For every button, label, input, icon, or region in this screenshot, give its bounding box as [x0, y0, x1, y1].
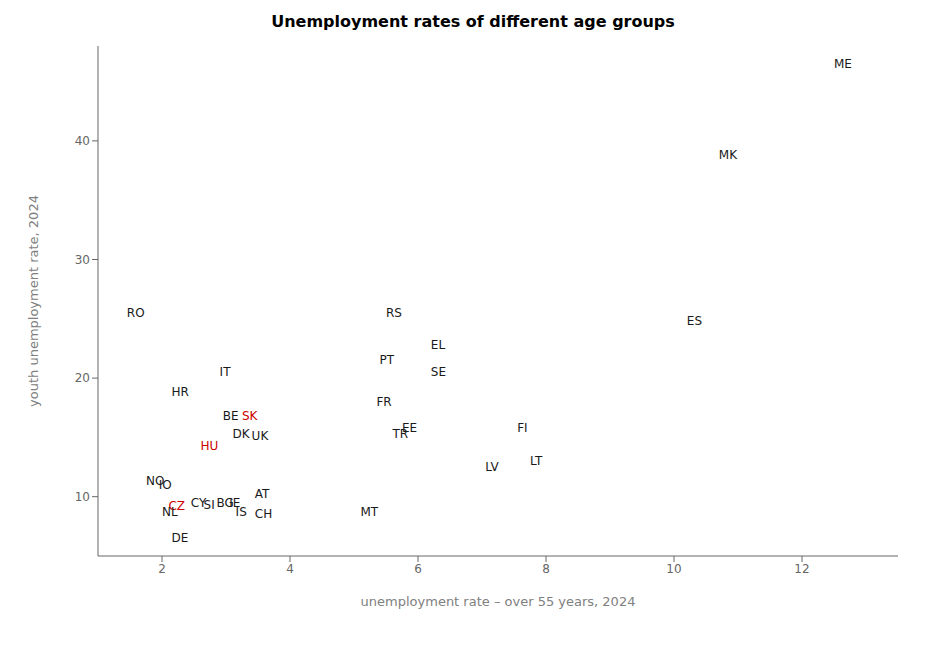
svg-text:IE: IE: [229, 495, 241, 510]
svg-text:10: 10: [666, 562, 681, 576]
svg-text:EE: EE: [402, 420, 418, 435]
svg-text:2: 2: [158, 562, 166, 576]
svg-text:unemployment rate – over 55 ye: unemployment rate – over 55 years, 2024: [361, 594, 636, 609]
svg-text:EL: EL: [431, 338, 446, 352]
svg-text:TR: TR: [391, 427, 408, 441]
svg-text:youth unemployment rate, 2024: youth unemployment rate, 2024: [26, 195, 41, 407]
svg-text:DK: DK: [232, 427, 250, 441]
svg-text:20: 20: [75, 371, 90, 385]
svg-text:SE: SE: [431, 365, 446, 379]
svg-text:ME: ME: [834, 57, 852, 71]
svg-text:PT: PT: [380, 353, 395, 367]
svg-text:IS: IS: [236, 505, 247, 519]
svg-text:UK: UK: [252, 429, 270, 443]
svg-text:BE: BE: [223, 409, 239, 423]
svg-text:FR: FR: [376, 395, 391, 409]
svg-text:BG: BG: [216, 495, 234, 510]
svg-text:CY: CY: [190, 495, 207, 510]
svg-text:SK: SK: [242, 409, 259, 423]
svg-text:IO: IO: [159, 478, 172, 492]
svg-text:IT: IT: [220, 365, 232, 379]
svg-text:HU: HU: [200, 439, 218, 453]
svg-text:CH: CH: [255, 507, 272, 521]
svg-text:NL: NL: [162, 505, 178, 519]
svg-text:NO: NO: [146, 474, 165, 489]
svg-text:LV: LV: [485, 460, 499, 474]
svg-text:MT: MT: [360, 505, 378, 519]
svg-text:4: 4: [286, 562, 294, 576]
svg-text:8: 8: [542, 562, 550, 576]
svg-text:HR: HR: [172, 385, 189, 399]
svg-text:MK: MK: [719, 148, 738, 162]
svg-text:40: 40: [75, 134, 90, 148]
svg-text:12: 12: [794, 562, 809, 576]
svg-text:DE: DE: [172, 531, 189, 545]
svg-text:AT: AT: [255, 487, 270, 501]
svg-text:6: 6: [414, 562, 422, 576]
svg-text:ES: ES: [687, 314, 702, 328]
svg-text:SI: SI: [204, 498, 215, 512]
svg-text:RS: RS: [386, 306, 402, 320]
svg-text:RO: RO: [127, 306, 145, 320]
svg-text:30: 30: [75, 253, 90, 267]
svg-text:FI: FI: [517, 421, 527, 435]
svg-text:LT: LT: [530, 454, 543, 468]
svg-text:10: 10: [75, 490, 90, 504]
html-text:Unemployment rates of differen: Unemployment rates of different age grou…: [271, 12, 675, 31]
